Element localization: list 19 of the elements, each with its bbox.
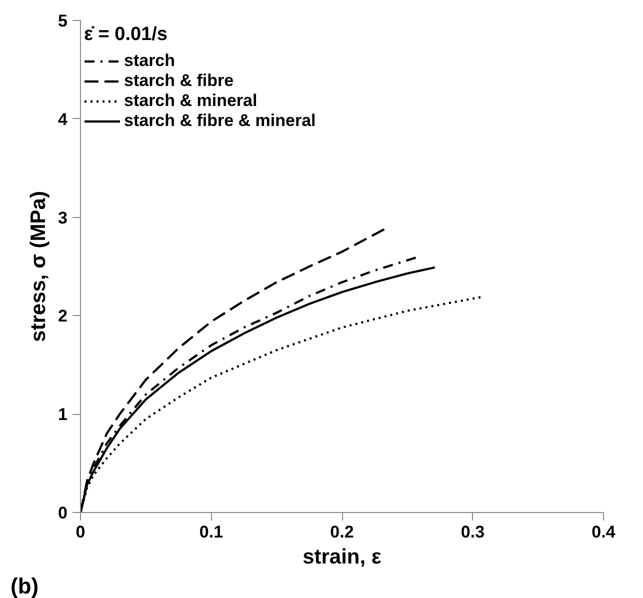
y-tick-label: 1 — [58, 405, 68, 424]
legend-title: ε̇ = 0.01/s — [84, 24, 168, 46]
x-tick-label: 0.3 — [460, 522, 485, 542]
y-tick-label: 0 — [58, 504, 68, 522]
legend-label: starch & mineral — [124, 91, 258, 111]
legend-label: starch & fibre — [124, 71, 234, 91]
y-axis-title: stress, σ (MPa) — [27, 191, 50, 342]
x-tick-label: 0 — [76, 522, 86, 542]
legend-label: starch — [124, 51, 176, 71]
y-tick-label: 5 — [58, 12, 68, 30]
x-axis-title: strain, ε — [302, 546, 382, 568]
x-tick-label: 0.2 — [330, 522, 354, 542]
y-tick-label: 2 — [58, 306, 68, 326]
y-tick-label: 4 — [58, 110, 68, 129]
x-tick-label: 0.4 — [592, 522, 616, 542]
y-tick-label: 3 — [58, 208, 68, 228]
x-tick-label: 0.1 — [199, 522, 224, 542]
legend-label: starch & fibre & mineral — [124, 111, 316, 131]
text: (b) — [10, 574, 39, 598]
